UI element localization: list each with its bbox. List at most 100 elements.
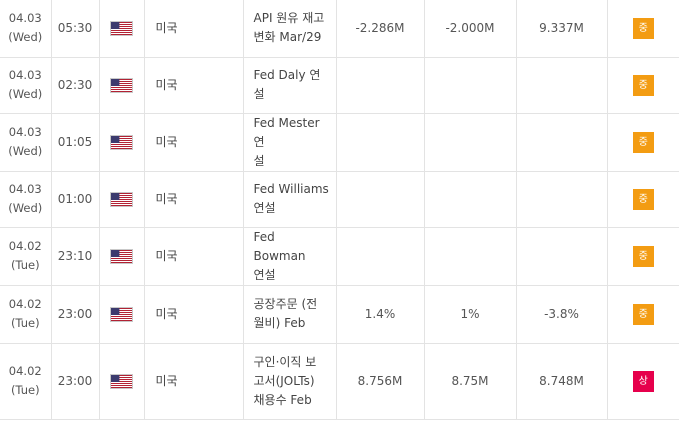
previous-cell — [516, 171, 608, 228]
previous-cell: 9.337M — [516, 0, 608, 58]
event-day: (Tue) — [10, 258, 40, 272]
table-row[interactable]: 04.02 (Tue) 23:10 미국 Fe — [0, 227, 679, 286]
us-flag-icon — [110, 134, 133, 150]
importance-cell: 중 — [607, 171, 679, 228]
flag-cell — [99, 0, 145, 58]
event-time: 01:00 — [57, 191, 93, 206]
importance-badge: 중 — [632, 131, 654, 153]
event-time: 01:05 — [57, 134, 93, 149]
event-day: (Wed) — [8, 144, 43, 158]
forecast-cell — [424, 113, 517, 172]
table-row[interactable]: 04.03 (Wed) 02:30 미국 Fe — [0, 57, 679, 114]
event-day: (Wed) — [8, 87, 43, 101]
actual-cell: 1.4% — [336, 285, 425, 344]
event-day: (Tue) — [10, 383, 40, 397]
event-name-line: 연설 — [253, 267, 276, 282]
forecast-cell — [424, 227, 517, 286]
previous-cell — [516, 113, 608, 172]
previous-cell — [516, 57, 608, 114]
event-name-cell[interactable]: Fed Williams 연설 — [243, 171, 337, 228]
event-name-line: Fed Daly 연설 — [253, 68, 321, 101]
actual-cell — [336, 113, 425, 172]
importance-badge: 중 — [632, 303, 654, 325]
event-time: 05:30 — [57, 20, 93, 35]
event-name-line: Fed Bowman — [253, 229, 306, 263]
actual-cell — [336, 57, 425, 114]
importance-cell: 중 — [607, 0, 679, 58]
flag-cell — [99, 113, 145, 172]
forecast-value: 1% — [460, 306, 480, 321]
us-flag-icon — [110, 248, 133, 264]
time-cell: 02:30 — [51, 57, 100, 114]
country-name: 미국 — [155, 373, 178, 388]
forecast-cell: 1% — [424, 285, 517, 344]
event-day: (Tue) — [10, 316, 40, 330]
date-cell: 04.03 (Wed) — [0, 171, 52, 228]
actual-value: -2.286M — [355, 20, 405, 35]
table-row[interactable]: 04.02 (Tue) 23:00 미국 구인 — [0, 343, 679, 420]
event-name-line: 공장주문 (전 — [253, 297, 318, 311]
forecast-cell — [424, 171, 517, 228]
importance-cell: 중 — [607, 113, 679, 172]
time-cell: 23:10 — [51, 227, 100, 286]
event-time: 23:10 — [57, 248, 93, 263]
time-cell: 05:30 — [51, 0, 100, 58]
forecast-cell: 8.75M — [424, 343, 517, 420]
country-cell: 미국 — [144, 57, 244, 114]
country-name: 미국 — [155, 77, 178, 92]
event-name-line: 연설 — [253, 201, 276, 215]
date-cell: 04.02 (Tue) — [0, 343, 52, 420]
us-flag-icon — [110, 373, 133, 389]
event-name-cell[interactable]: Fed Bowman 연설 — [243, 227, 337, 286]
importance-badge: 중 — [632, 188, 654, 210]
date-cell: 04.03 (Wed) — [0, 113, 52, 172]
country-cell: 미국 — [144, 171, 244, 228]
country-name: 미국 — [155, 248, 178, 263]
country-cell: 미국 — [144, 343, 244, 420]
event-time: 23:00 — [57, 306, 93, 321]
importance-cell: 중 — [607, 227, 679, 286]
flag-cell — [99, 227, 145, 286]
table-row[interactable]: 04.03 (Wed) 05:30 미국 AP — [0, 0, 679, 58]
time-cell: 01:00 — [51, 171, 100, 228]
importance-badge: 중 — [632, 17, 654, 39]
event-name-cell[interactable]: Fed Daly 연설 — [243, 57, 337, 114]
event-name-line: 변화 Mar/29 — [253, 30, 322, 45]
event-name-line: 고서(JOLTs) — [253, 373, 315, 388]
flag-cell — [99, 57, 145, 114]
event-name-line: Fed Mester 연 — [253, 115, 320, 149]
importance-cell: 중 — [607, 57, 679, 114]
us-flag-icon — [110, 306, 133, 322]
forecast-cell — [424, 57, 517, 114]
time-cell: 01:05 — [51, 113, 100, 172]
us-flag-icon — [110, 77, 133, 93]
actual-value: 8.756M — [357, 373, 403, 388]
actual-cell — [336, 171, 425, 228]
country-name: 미국 — [155, 191, 178, 206]
event-name-cell[interactable]: 공장주문 (전 월비) Feb — [243, 285, 337, 344]
flag-cell — [99, 171, 145, 228]
event-name-line: API 원유 재고 — [253, 11, 325, 26]
actual-cell — [336, 227, 425, 286]
event-name-cell[interactable]: 구인·이직 보 고서(JOLTs) 채용수 Feb — [243, 343, 337, 420]
table-row[interactable]: 04.03 (Wed) 01:00 미국 Fe — [0, 171, 679, 228]
previous-value: 8.748M — [539, 373, 584, 388]
event-name-line: 채용수 Feb — [253, 392, 312, 407]
country-cell: 미국 — [144, 113, 244, 172]
event-date: 04.02 — [8, 297, 42, 311]
actual-value: 1.4% — [364, 306, 396, 321]
date-cell: 04.03 (Wed) — [0, 57, 52, 114]
forecast-cell: -2.000M — [424, 0, 517, 58]
table-row[interactable]: 04.02 (Tue) 23:00 미국 공장 — [0, 285, 679, 344]
country-cell: 미국 — [144, 0, 244, 58]
flag-cell — [99, 343, 145, 420]
country-name: 미국 — [155, 134, 178, 149]
us-flag-icon — [110, 20, 133, 36]
table-row[interactable]: 04.03 (Wed) 01:05 미국 Fe — [0, 113, 679, 172]
forecast-value: 8.75M — [451, 373, 489, 388]
country-name: 미국 — [155, 306, 178, 321]
event-time: 02:30 — [57, 77, 93, 92]
